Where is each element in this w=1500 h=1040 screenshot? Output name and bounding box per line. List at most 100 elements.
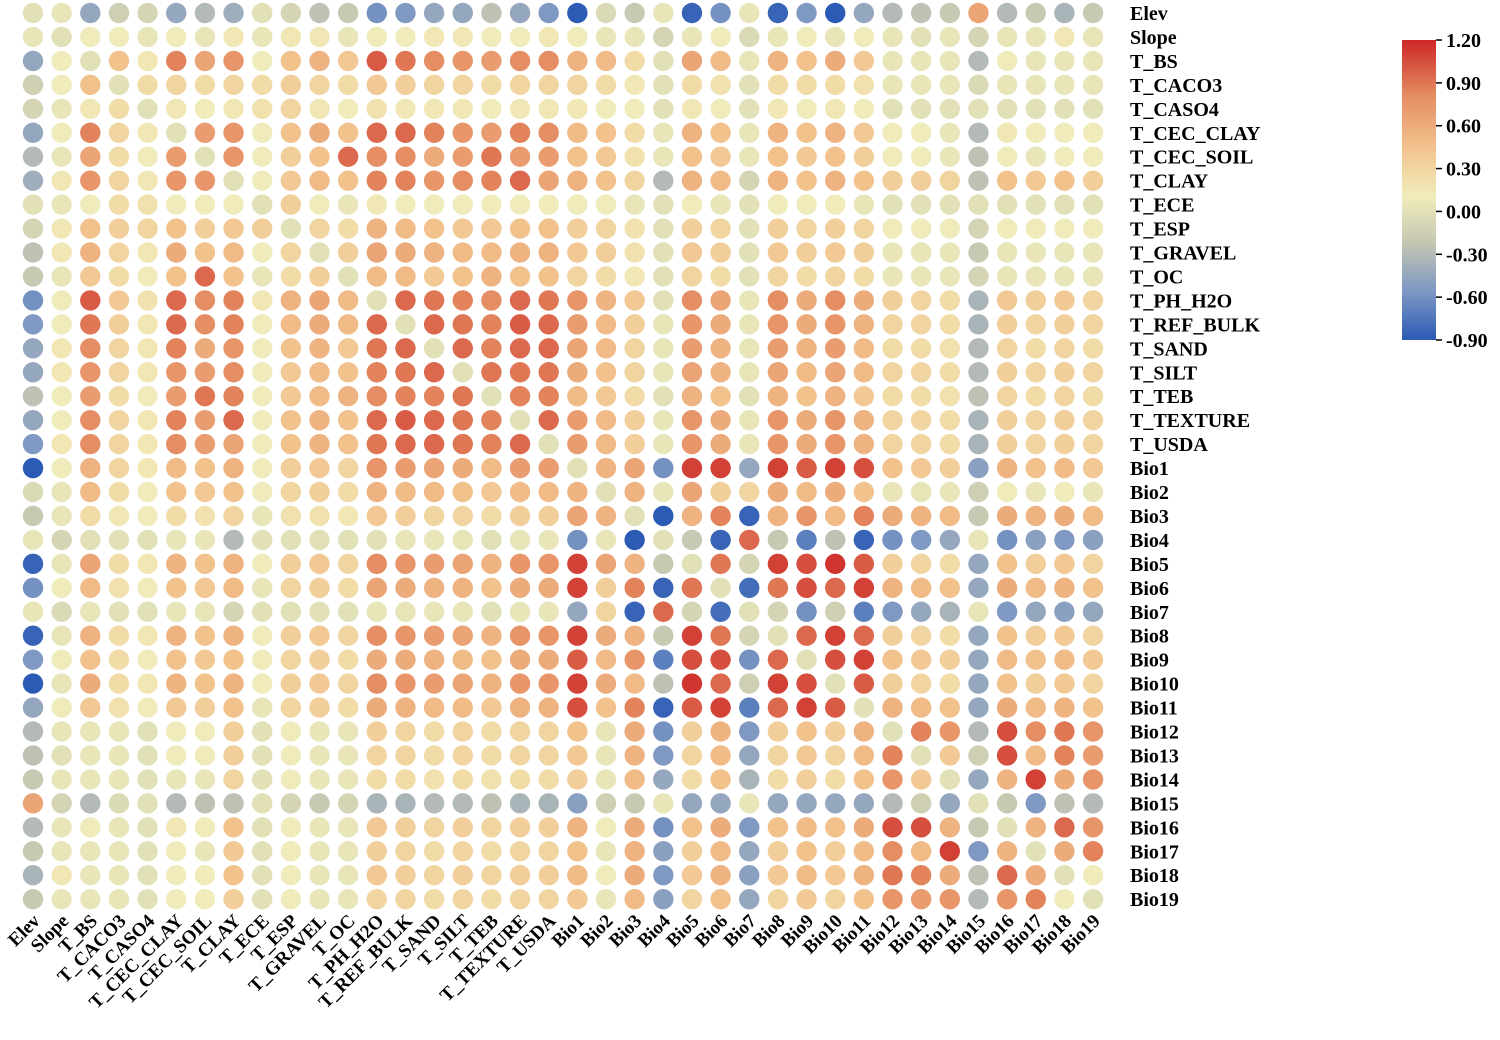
cell-Bio16-T_GRAVEL: [309, 817, 330, 838]
cell-Bio16-Bio9: [796, 817, 817, 838]
cell-Bio9-Bio4: [653, 649, 674, 670]
cell-T_CEC_CLAY-T_OC: [337, 122, 359, 143]
cell-T_GRAVEL-Bio3: [624, 242, 645, 263]
cell-T_USDA-T_CASO4: [137, 433, 158, 455]
cell-T_SILT-T_SAND: [423, 362, 445, 383]
cell-Bio15-Bio15: [968, 793, 989, 814]
cell-Bio7-Bio2: [595, 601, 617, 622]
cell-T_PH_H2O-Bio7: [739, 290, 760, 311]
cell-Bio8-T_OC: [337, 625, 359, 646]
cell-T_ESP-Bio14: [939, 218, 960, 239]
cell-T_CEC_CLAY-Bio11: [853, 122, 875, 143]
cell-Bio6-Elev: [22, 577, 44, 598]
cell-Bio16-Bio3: [624, 817, 645, 838]
cell-T_CLAY-T_TEB: [481, 170, 502, 191]
cell-T_CEC_CLAY-Bio4: [653, 122, 674, 143]
cell-T_REF_BULK-T_TEB: [481, 314, 502, 335]
cell-T_SILT-Bio1: [567, 362, 588, 383]
cell-T_SILT-T_TEXTURE: [509, 362, 531, 383]
cell-Bio10-Bio19: [1082, 673, 1104, 694]
cell-Bio17-T_TEXTURE: [509, 841, 531, 862]
cell-Bio19-T_USDA: [538, 888, 559, 910]
cell-T_REF_BULK-Bio13: [910, 314, 932, 335]
cell-Bio17-T_CEC_SOIL: [194, 841, 216, 862]
cell-Bio17-Bio13: [910, 841, 932, 862]
cell-Bio18-T_BS: [80, 865, 101, 886]
cell-Elev-Slope: [51, 2, 72, 24]
cell-T_SILT-T_REF_BULK: [395, 362, 416, 383]
cell-T_SILT-Slope: [51, 362, 72, 383]
cell-Bio6-Bio17: [1025, 577, 1046, 598]
cell-T_CEC_CLAY-T_ESP: [280, 122, 302, 143]
cell-Slope-Bio15: [968, 26, 989, 48]
cell-T_BS-Slope: [51, 50, 72, 72]
cell-T_CASO4-T_TEB: [481, 98, 502, 120]
cell-T_PH_H2O-T_TEXTURE: [509, 290, 531, 311]
cell-T_PH_H2O-T_ESP: [280, 290, 302, 311]
cell-T_SAND-T_SAND: [423, 338, 445, 359]
cell-T_BS-T_REF_BULK: [395, 50, 416, 72]
cell-T_BS-T_OC: [337, 50, 359, 72]
cell-Bio4-T_SILT: [452, 529, 473, 551]
cell-T_SAND-Bio19: [1082, 338, 1104, 359]
cell-Bio3-T_TEB: [481, 505, 502, 527]
cell-T_PH_H2O-Bio12: [882, 290, 903, 311]
cell-T_CACO3-Bio2: [595, 74, 617, 96]
cell-Bio11-T_CLAY: [223, 697, 244, 718]
cell-Slope-Bio7: [739, 26, 760, 48]
cell-T_CLAY-Bio7: [739, 170, 760, 191]
cell-T_CEC_CLAY-T_TEB: [481, 122, 502, 143]
cell-Bio15-Bio7: [739, 793, 760, 814]
cell-Bio11-Elev: [22, 697, 44, 718]
cell-T_SAND-T_CLAY: [223, 338, 244, 359]
row-label: T_TEB: [1130, 386, 1193, 408]
cell-T_CEC_CLAY-T_CEC_SOIL: [194, 122, 216, 143]
cell-T_CLAY-T_OC: [337, 170, 359, 191]
cell-Bio5-Bio13: [910, 553, 932, 575]
cell-Bio1-Elev: [22, 457, 44, 479]
cell-Bio13-Bio19: [1082, 745, 1104, 766]
cell-T_ESP-Bio7: [739, 218, 760, 239]
cell-Bio18-Bio18: [1054, 865, 1075, 886]
cell-Bio1-T_BS: [80, 457, 101, 479]
cell-T_BS-T_ECE: [252, 50, 273, 72]
cell-Bio13-Bio7: [739, 745, 760, 766]
cell-Bio4-Bio8: [767, 529, 789, 551]
cell-T_CASO4-Bio12: [882, 98, 903, 120]
cell-T_TEB-Bio9: [796, 386, 817, 407]
cell-Bio17-T_REF_BULK: [395, 841, 416, 862]
cell-T_SILT-T_CASO4: [137, 362, 158, 383]
cell-Slope-T_REF_BULK: [395, 26, 416, 48]
cell-Slope-T_OC: [337, 26, 359, 48]
cell-T_SILT-T_CEC_SOIL: [194, 362, 216, 383]
cell-Bio10-Bio17: [1025, 673, 1046, 694]
cell-Bio15-T_ESP: [280, 793, 302, 814]
cell-Bio4-Bio17: [1025, 529, 1046, 551]
cell-Bio1-T_REF_BULK: [395, 457, 416, 479]
cell-Bio14-T_SILT: [452, 769, 473, 790]
cell-T_TEXTURE-Bio8: [767, 409, 789, 431]
cell-Bio13-T_ESP: [280, 745, 302, 766]
cell-Bio6-Bio13: [910, 577, 932, 598]
cell-T_CACO3-Bio16: [996, 74, 1018, 96]
cell-Bio17-T_PH_H2O: [366, 841, 387, 862]
cell-T_OC-Bio15: [968, 266, 989, 287]
cell-T_SAND-T_CEC_CLAY: [166, 338, 187, 359]
cell-T_BS-Bio2: [595, 50, 617, 72]
cell-Slope-T_CEC_SOIL: [194, 26, 216, 48]
cell-Bio10-Bio6: [710, 673, 731, 694]
cell-Bio11-Bio18: [1054, 697, 1075, 718]
cell-Bio3-T_ECE: [252, 505, 273, 527]
cell-T_PH_H2O-Bio8: [767, 290, 789, 311]
cell-Bio2-T_CEC_SOIL: [194, 481, 216, 503]
cell-Elev-Bio12: [882, 2, 903, 24]
cell-Bio9-T_SILT: [452, 649, 473, 670]
cell-Elev-Bio9: [796, 2, 817, 24]
cell-T_OC-Bio3: [624, 266, 645, 287]
cell-Bio9-T_USDA: [538, 649, 559, 670]
cell-Slope-Bio13: [910, 26, 932, 48]
cell-T_ESP-T_CASO4: [137, 218, 158, 239]
cell-T_PH_H2O-T_TEB: [481, 290, 502, 311]
cell-T_TEXTURE-Bio10: [825, 409, 846, 431]
